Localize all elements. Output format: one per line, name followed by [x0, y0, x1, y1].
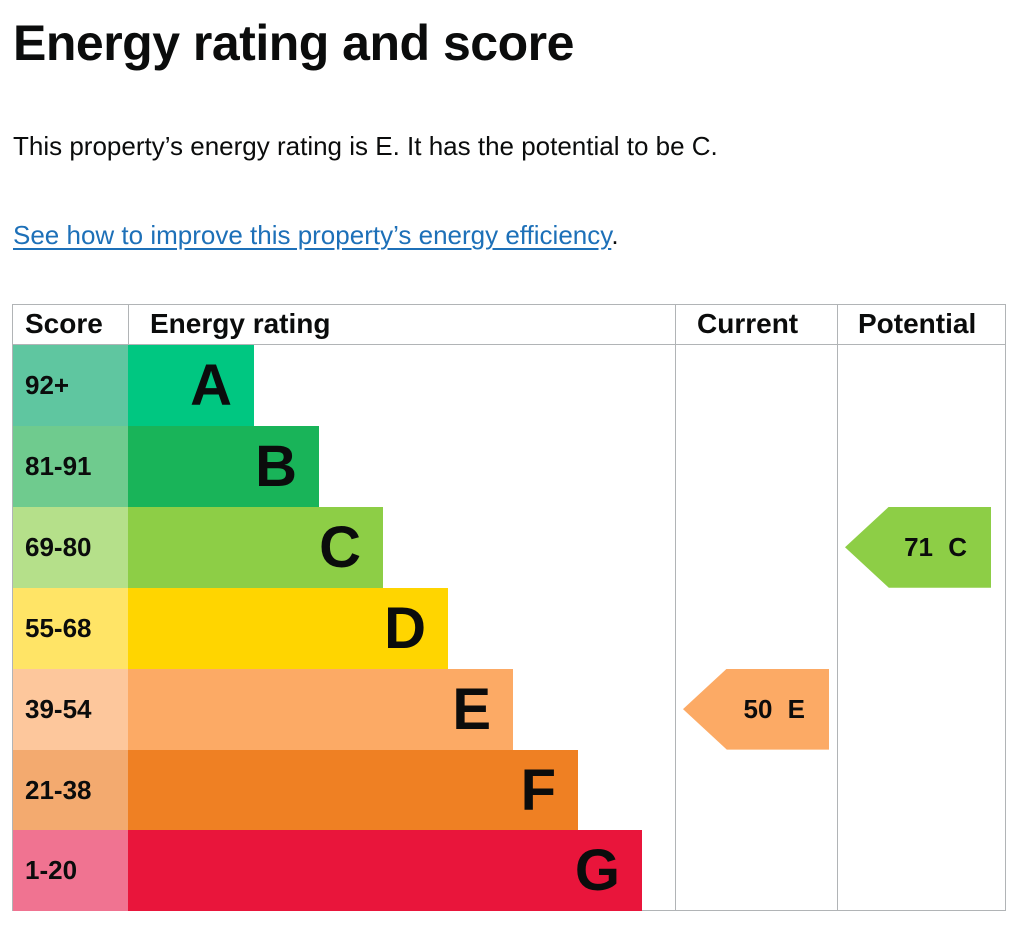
header-energy-rating: Energy rating	[150, 308, 331, 339]
score-cell-b: 81-91	[13, 425, 128, 507]
score-cell-f: 21-38	[13, 749, 128, 831]
rating-bar-e: E	[128, 668, 513, 750]
rating-bar-d: D	[128, 587, 448, 669]
rating-bar-g: G	[128, 830, 642, 912]
header-potential: Potential	[858, 308, 977, 339]
rating-bar-a: A	[128, 345, 254, 426]
header-current: Current	[697, 308, 799, 339]
rating-summary: This property’s energy rating is E. It h…	[13, 131, 718, 161]
score-cell-g: 1-20	[13, 830, 128, 912]
header-score: Score	[25, 308, 103, 339]
score-cell-d: 55-68	[13, 587, 128, 669]
header-divider	[12, 344, 1006, 345]
page-title: Energy rating and score	[13, 15, 574, 71]
score-cell-a: 92+	[13, 345, 128, 426]
divider	[837, 304, 838, 911]
link-suffix: .	[611, 220, 619, 250]
rating-bar-c: C	[128, 506, 383, 588]
score-cell-c: 69-80	[13, 506, 128, 588]
improve-efficiency-link[interactable]: See how to improve this property’s energ…	[13, 220, 612, 250]
divider	[675, 304, 676, 911]
improve-link-container: See how to improve this property’s energ…	[13, 220, 619, 251]
rating-bar-f: F	[128, 749, 578, 831]
score-cell-e: 39-54	[13, 668, 128, 750]
rating-bar-b: B	[128, 425, 319, 507]
